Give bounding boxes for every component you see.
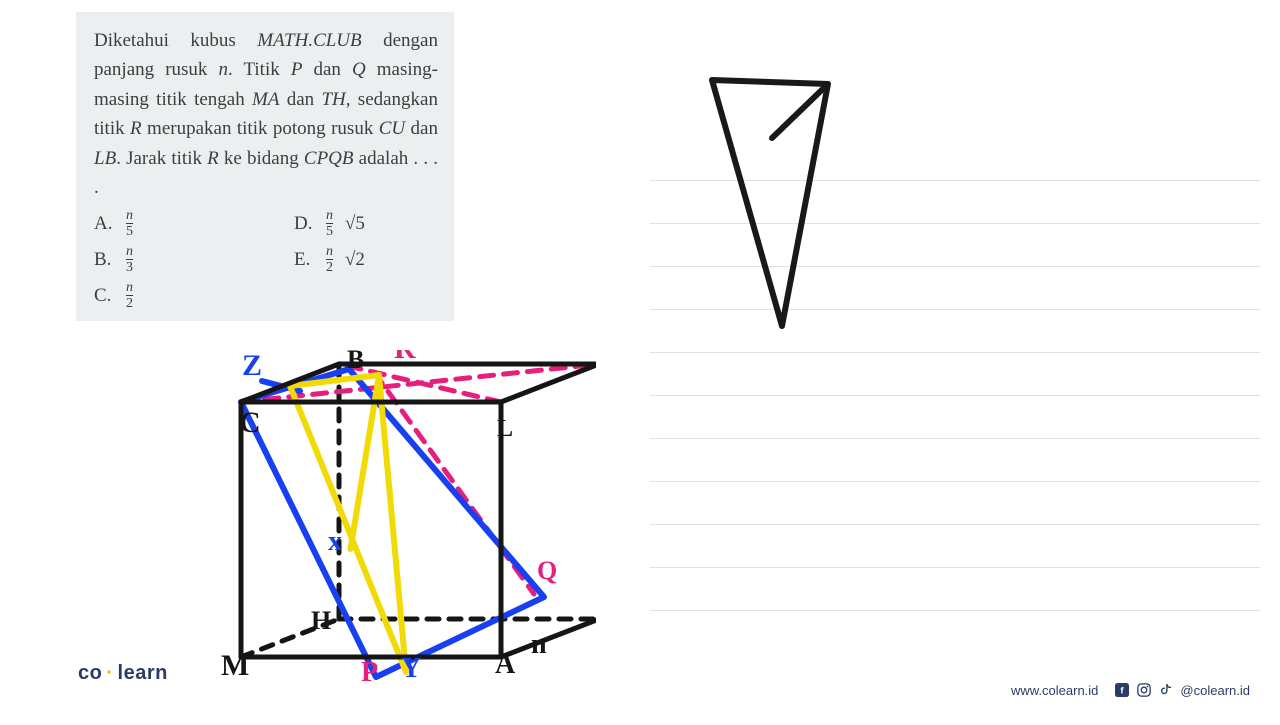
frac-A: n5: [126, 209, 133, 239]
options: A. n5 B. n3 C. n2 D. n5 √5 E. n2 √2: [94, 209, 438, 311]
qt-p6: dan: [279, 89, 321, 110]
svg-text:n: n: [531, 629, 547, 660]
qt-i4: Q: [352, 59, 366, 80]
svg-text:M: M: [221, 649, 249, 682]
opt-label-B: B.: [94, 245, 116, 274]
frac-B: n3: [126, 245, 133, 275]
cube-diagram: ZBRUCLHTMAnPYQx: [76, 350, 596, 710]
qt-p1: Diketahui kubus: [94, 30, 257, 51]
svg-text:R: R: [394, 350, 416, 365]
question-box: Diketahui kubus MATH.CLUB dengan panjang…: [76, 12, 454, 321]
qt-i1: MATH.CLUB: [257, 30, 361, 51]
qt-i3: P: [291, 59, 303, 80]
option-E: E. n2 √2: [294, 245, 365, 275]
qt-p9: dan: [405, 118, 438, 139]
facebook-icon: f: [1114, 682, 1130, 698]
qt-i9: LB: [94, 148, 116, 169]
qt-p10: . Jarak titik: [116, 148, 207, 169]
logo-part-b: learn: [118, 662, 168, 685]
tail-E: √2: [345, 245, 365, 274]
question-text: Diketahui kubus MATH.CLUB dengan panjang…: [94, 26, 438, 203]
instagram-icon: [1136, 682, 1152, 698]
svg-text:L: L: [497, 416, 513, 442]
footer-handle: @colearn.id: [1180, 683, 1250, 698]
svg-text:P: P: [361, 657, 378, 688]
logo-dot: ·: [106, 662, 113, 685]
svg-text:C: C: [239, 406, 261, 439]
option-B: B. n3: [94, 245, 294, 275]
footer-right: www.colearn.id f @colearn.id: [1011, 682, 1250, 698]
qt-p11: ke bidang: [219, 148, 304, 169]
notebook-panel: [650, 78, 1260, 688]
frac-D: n5: [326, 209, 333, 239]
qt-p3: . Titik: [228, 59, 291, 80]
brand-logo: co·learn: [78, 662, 168, 685]
option-A: A. n5: [94, 209, 294, 239]
svg-text:x: x: [328, 526, 342, 557]
options-col-right: D. n5 √5 E. n2 √2: [294, 209, 365, 311]
qt-i2: n: [219, 59, 229, 80]
svg-text:Q: Q: [537, 556, 557, 585]
triangle-sketch: [660, 68, 960, 348]
svg-text:Z: Z: [242, 350, 262, 382]
social-icons: f @colearn.id: [1114, 682, 1250, 698]
opt-label-C: C.: [94, 281, 116, 310]
tiktok-icon: [1158, 682, 1174, 698]
qt-i7: R: [130, 118, 142, 139]
svg-text:H: H: [311, 606, 331, 635]
qt-i6: TH: [321, 89, 345, 110]
opt-label-D: D.: [294, 209, 316, 238]
tail-D: √5: [345, 209, 365, 238]
options-col-left: A. n5 B. n3 C. n2: [94, 209, 294, 311]
frac-E: n2: [326, 245, 333, 275]
svg-text:Y: Y: [401, 653, 421, 684]
logo-part-a: co: [78, 662, 102, 685]
svg-text:B: B: [347, 350, 364, 374]
opt-label-E: E.: [294, 245, 316, 274]
qt-i11: CPQB: [304, 148, 354, 169]
qt-i10: R: [207, 148, 219, 169]
frac-C: n2: [126, 281, 133, 311]
option-D: D. n5 √5: [294, 209, 365, 239]
svg-text:A: A: [495, 649, 516, 680]
footer-url: www.colearn.id: [1011, 683, 1098, 698]
opt-label-A: A.: [94, 209, 116, 238]
qt-i8: CU: [379, 118, 405, 139]
option-C: C. n2: [94, 281, 294, 311]
qt-p8: merupakan titik potong rusuk: [142, 118, 379, 139]
qt-p4: dan: [302, 59, 352, 80]
qt-i5: MA: [252, 89, 279, 110]
